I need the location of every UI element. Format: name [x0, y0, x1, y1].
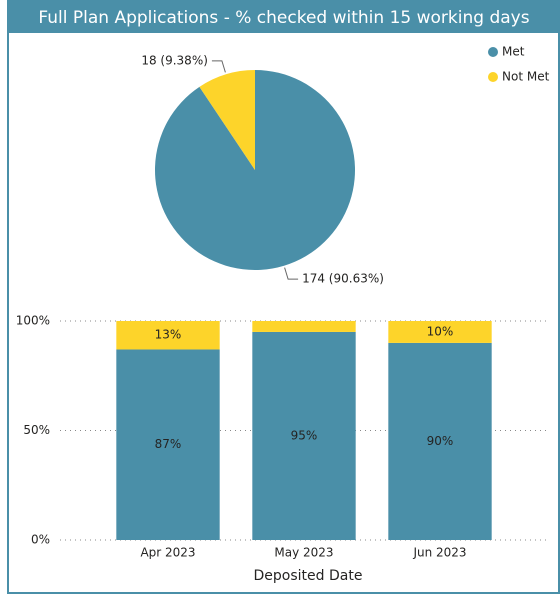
leader-line: [211, 60, 226, 73]
chart-title: Full Plan Applications - % checked withi…: [38, 8, 529, 28]
data-label: 18 (9.38%): [141, 53, 208, 67]
legend-swatch: [488, 47, 498, 57]
y-tick-label: 0%: [31, 533, 50, 547]
legend-label: Met: [502, 45, 525, 59]
leader-line: [284, 267, 299, 280]
data-label: 13%: [155, 328, 182, 342]
bar-segment: [116, 321, 220, 350]
legend-label: Not Met: [502, 70, 550, 84]
data-label: 95%: [291, 428, 318, 442]
data-label: 10%: [427, 324, 454, 338]
bar-segment: [252, 331, 356, 540]
y-tick-label: 100%: [16, 314, 50, 328]
x-tick-label: Jun 2023: [412, 546, 466, 560]
x-tick-label: Apr 2023: [140, 546, 195, 560]
bar-segment: [388, 342, 492, 540]
y-tick-label: 50%: [23, 423, 50, 437]
bar-segment: [116, 349, 220, 540]
legend-swatch: [488, 72, 498, 82]
x-tick-label: May 2023: [274, 546, 333, 560]
x-axis-label: Deposited Date: [254, 568, 363, 584]
data-label: 174 (90.63%): [302, 272, 384, 286]
title-bar: [8, 1, 559, 33]
data-label: 90%: [427, 434, 454, 448]
bar-segment: [252, 321, 356, 332]
bar-segment: [388, 321, 492, 343]
data-label: 87%: [155, 437, 182, 451]
pie-slice: [199, 70, 255, 170]
